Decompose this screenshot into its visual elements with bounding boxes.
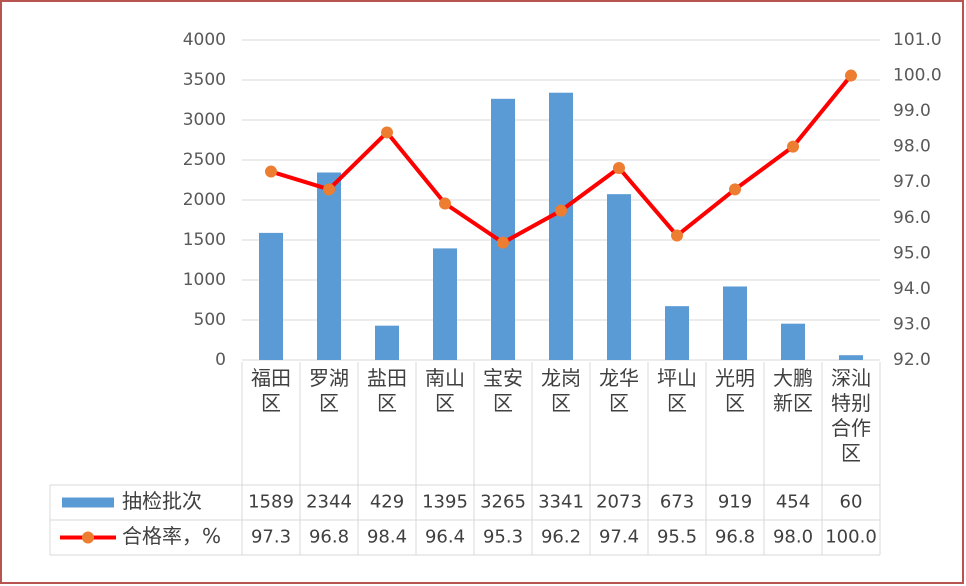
x-tick-label: 大鹏新区	[773, 366, 813, 415]
y-tick-label: 3000	[183, 110, 226, 130]
bar	[781, 323, 805, 360]
legend-swatch	[62, 497, 114, 508]
table-value: 97.4	[599, 527, 639, 548]
y2-tick-label: 98.0	[893, 137, 931, 157]
bar	[665, 306, 689, 360]
x-tick-label-box: 龙华区	[599, 366, 639, 415]
y2-tick-label: 100.0	[893, 66, 942, 86]
y-tick-label: 3500	[183, 70, 226, 90]
bar	[607, 194, 631, 360]
y-tick-label: 2000	[183, 190, 226, 210]
x-tick-label-box: 宝安区	[483, 366, 523, 415]
x-tick-label-box: 大鹏新区	[773, 366, 813, 415]
x-tick-label: 福田区	[251, 366, 291, 415]
bar	[549, 92, 573, 360]
y-tick-label: 1500	[183, 230, 226, 250]
marker	[323, 183, 335, 196]
table-value: 2344	[306, 492, 352, 513]
x-tick-label: 龙岗区	[541, 366, 581, 415]
bar	[723, 286, 747, 360]
bar	[375, 325, 399, 360]
marker	[729, 183, 741, 196]
legend-label: 合格率，%	[122, 524, 221, 548]
legend-marker	[82, 531, 94, 544]
marker	[381, 126, 393, 139]
table-value: 429	[370, 492, 404, 513]
table-value: 60	[840, 492, 863, 513]
x-tick-label: 盐田区	[367, 366, 407, 415]
bar	[433, 248, 457, 360]
marker	[845, 69, 857, 82]
table-value: 3341	[538, 492, 584, 513]
x-tick-label: 宝安区	[483, 366, 523, 415]
bar	[839, 355, 863, 360]
x-tick-label: 龙华区	[599, 366, 639, 415]
x-tick-label-box: 深汕特别合作区	[831, 366, 871, 465]
table-value: 919	[718, 492, 752, 513]
y-tick-label: 4000	[183, 30, 226, 50]
bar	[317, 172, 341, 360]
table-value: 100.0	[825, 527, 877, 548]
x-tick-label-box: 南山区	[425, 366, 465, 415]
y2-tick-label: 96.0	[893, 208, 931, 228]
marker	[555, 204, 567, 217]
y2-tick-label: 93.0	[893, 314, 931, 334]
marker	[787, 140, 799, 153]
marker	[497, 236, 509, 249]
table-value: 96.8	[309, 527, 349, 548]
bar	[259, 232, 283, 360]
table-value: 1395	[422, 492, 468, 513]
x-tick-label: 光明区	[715, 366, 755, 415]
y-tick-label: 0	[215, 350, 226, 370]
marker	[265, 165, 277, 178]
bar	[491, 98, 515, 361]
y2-tick-label: 97.0	[893, 172, 931, 192]
x-tick-label-box: 罗湖区	[309, 366, 349, 415]
y-tick-label: 500	[194, 310, 226, 330]
table-value: 97.3	[251, 527, 291, 548]
x-tick-label: 坪山区	[657, 366, 697, 415]
y2-tick-label: 92.0	[893, 350, 931, 370]
legend-label: 抽检批次	[122, 489, 202, 513]
x-tick-label: 南山区	[425, 366, 465, 415]
table-value: 2073	[596, 492, 642, 513]
y2-tick-label: 95.0	[893, 243, 931, 263]
table-value: 95.3	[483, 527, 523, 548]
table-value: 96.4	[425, 527, 465, 548]
table-value: 98.0	[773, 527, 813, 548]
x-tick-label: 深汕特别合作区	[831, 366, 871, 465]
table-value: 454	[776, 492, 810, 513]
y-tick-label: 1000	[183, 270, 226, 290]
table-value: 3265	[480, 492, 526, 513]
marker	[671, 229, 683, 242]
table-value: 98.4	[367, 527, 407, 548]
y2-tick-label: 101.0	[893, 30, 942, 50]
table-value: 95.5	[657, 527, 697, 548]
x-tick-label-box: 福田区	[251, 366, 291, 415]
y2-tick-label: 94.0	[893, 279, 931, 299]
y2-tick-label: 99.0	[893, 101, 931, 121]
x-tick-label-box: 坪山区	[657, 366, 697, 415]
table-value: 96.2	[541, 527, 581, 548]
marker	[439, 197, 451, 210]
table-value: 1589	[248, 492, 294, 513]
x-tick-label-box: 盐田区	[367, 366, 407, 415]
table-value: 96.8	[715, 527, 755, 548]
table-value: 673	[660, 492, 694, 513]
x-tick-label-box: 光明区	[715, 366, 755, 415]
y-tick-label: 2500	[183, 150, 226, 170]
x-tick-label-box: 龙岗区	[541, 366, 581, 415]
x-tick-label: 罗湖区	[309, 366, 349, 415]
marker	[613, 162, 625, 174]
